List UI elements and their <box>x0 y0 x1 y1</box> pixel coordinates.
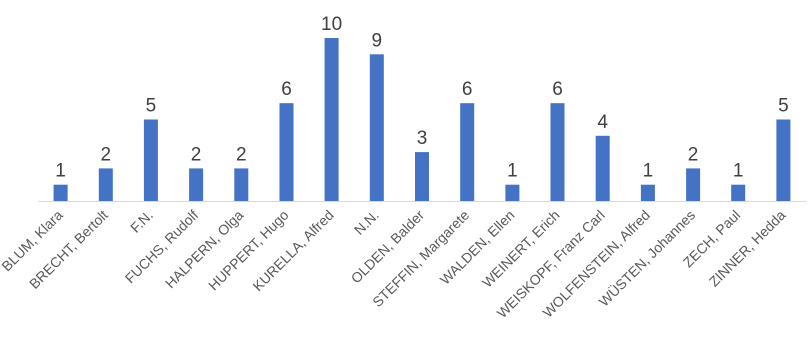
bar <box>550 103 565 201</box>
x-tick-label: BRECHT, Bertolt <box>26 207 111 292</box>
data-label: 6 <box>462 79 473 100</box>
bar <box>234 168 249 201</box>
bar <box>279 103 294 201</box>
bar <box>53 184 68 201</box>
data-label: 6 <box>281 79 292 100</box>
data-label: 2 <box>191 144 202 165</box>
data-label: 2 <box>236 144 247 165</box>
bar <box>189 168 204 201</box>
data-label: 5 <box>146 96 157 117</box>
data-label: 1 <box>643 161 654 182</box>
x-tick-label: HALPERN, Olga <box>162 207 247 292</box>
data-label: 10 <box>321 14 342 35</box>
data-label: 4 <box>597 112 608 133</box>
bar <box>505 184 520 201</box>
x-tick-label: HUPPERT, Hugo <box>205 207 292 294</box>
data-label: 9 <box>372 30 383 51</box>
data-label: 2 <box>101 144 112 165</box>
data-labels-group: 1 2 5 2 2 6 10 9 3 6 1 6 4 1 2 1 5 <box>55 14 788 182</box>
bar <box>369 54 384 201</box>
bar <box>324 38 339 201</box>
x-tick-label: ZINNER, Hedda <box>706 207 789 290</box>
data-label: 2 <box>688 144 699 165</box>
bars-group <box>53 38 791 201</box>
data-label: 5 <box>778 96 789 117</box>
bar <box>731 184 746 201</box>
bar <box>415 152 429 201</box>
data-label: 1 <box>55 161 66 182</box>
bar <box>460 103 475 201</box>
data-label: 3 <box>417 128 428 149</box>
data-label: 1 <box>733 161 744 182</box>
x-tick-label: WEINERT, Erich <box>479 207 563 291</box>
bar <box>640 184 655 201</box>
x-tick-label: KURELLA, Alfred <box>249 207 336 294</box>
bar <box>595 135 610 201</box>
bar <box>686 168 701 201</box>
bar <box>98 168 113 201</box>
x-tick-label: F.N. <box>127 207 156 236</box>
data-label: 6 <box>552 79 563 100</box>
bar <box>776 119 791 201</box>
data-label: 1 <box>507 161 518 182</box>
bar <box>143 119 158 201</box>
x-tick-label: N.N. <box>351 207 382 238</box>
